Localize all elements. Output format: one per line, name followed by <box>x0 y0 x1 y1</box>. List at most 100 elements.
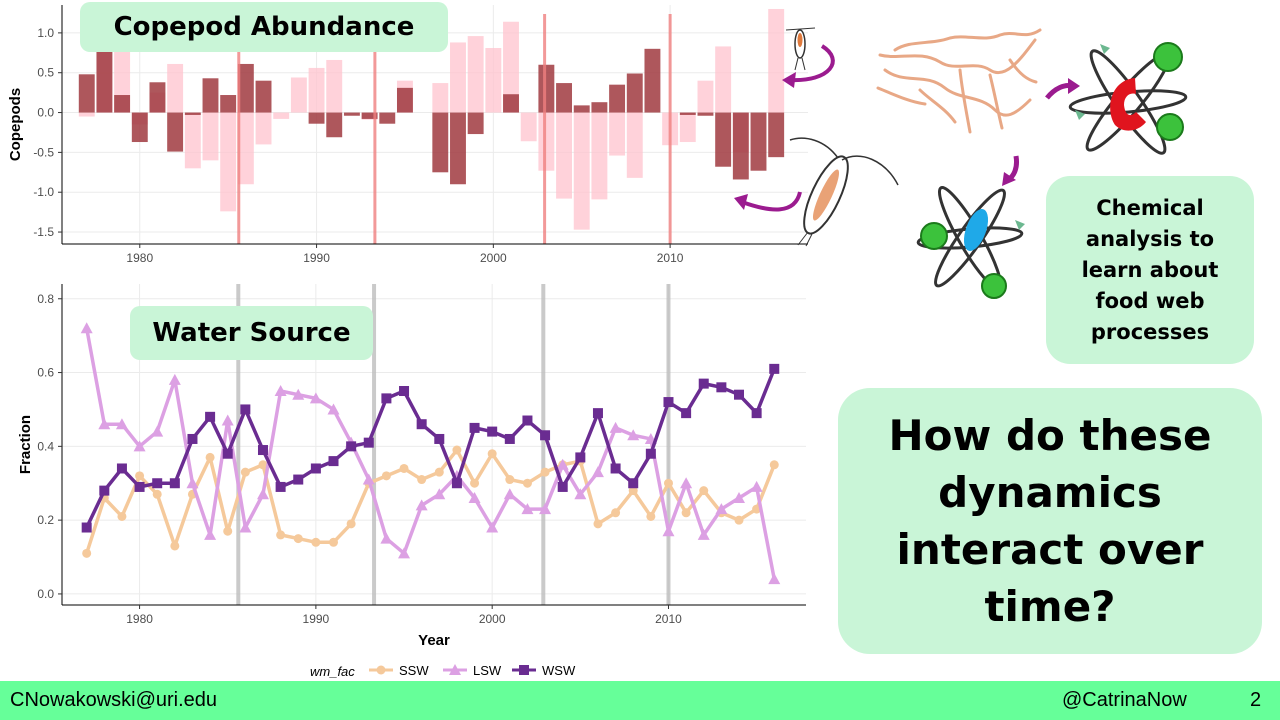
point-ssw <box>346 519 356 529</box>
point-lsw <box>486 521 499 533</box>
legend-label-lsw: LSW <box>473 663 502 678</box>
arrow-icon <box>1002 172 1016 186</box>
point-ssw <box>452 445 462 455</box>
point-wsw <box>346 441 357 452</box>
bar-light <box>326 59 343 113</box>
x-tick-label: 2010 <box>657 251 684 265</box>
point-ssw <box>681 508 691 518</box>
large-copepod-icon <box>789 137 899 247</box>
point-lsw <box>609 421 622 433</box>
point-wsw <box>240 404 251 415</box>
point-ssw <box>170 541 180 551</box>
legend-key-lsw <box>449 664 461 675</box>
bar-light <box>467 36 484 113</box>
bar-dark <box>78 74 95 113</box>
bar-dark <box>220 95 237 113</box>
point-wsw <box>416 419 427 430</box>
point-ssw <box>663 478 673 488</box>
bar-dark <box>626 73 643 113</box>
point-ssw <box>522 478 532 488</box>
x-tick-label: 1980 <box>126 251 153 265</box>
point-wsw <box>663 397 674 408</box>
point-lsw <box>309 392 322 404</box>
y-tick-label: 0.4 <box>37 439 54 453</box>
point-lsw <box>697 528 710 540</box>
point-lsw <box>151 425 164 437</box>
copepod-abundance-chart: -1.5 -1.0 -0.5 0.0 0.5 1.0 1980 1990 2000 2010 Cop… <box>7 5 808 265</box>
bar-light <box>503 21 519 113</box>
bar-dark <box>609 84 626 113</box>
legend-key-wsw <box>519 665 529 675</box>
point-wsw <box>522 415 533 426</box>
bar-dark <box>237 63 254 113</box>
bar-dark <box>167 112 184 152</box>
point-lsw <box>468 492 481 503</box>
point-wsw <box>716 382 727 393</box>
point-ssw <box>293 534 303 544</box>
point-wsw <box>681 408 692 419</box>
bar-light <box>768 8 785 113</box>
bar-light <box>237 112 254 185</box>
point-ssw <box>276 530 286 540</box>
point-lsw <box>503 488 516 500</box>
point-lsw <box>539 503 552 515</box>
point-lsw <box>733 492 746 503</box>
bar-light <box>450 42 466 113</box>
point-wsw <box>275 481 286 492</box>
point-ssw <box>152 489 162 499</box>
bar-light <box>202 112 219 161</box>
point-lsw <box>186 477 199 489</box>
point-lsw <box>380 532 393 544</box>
legend-label-ssw: SSW <box>399 663 429 678</box>
bar-dark <box>697 112 714 116</box>
point-ssw <box>593 519 603 529</box>
x-tick-label: 2000 <box>479 612 506 626</box>
bar-dark <box>450 112 466 185</box>
bar-light <box>556 112 573 199</box>
point-wsw <box>434 433 445 444</box>
arrow-icon <box>734 194 748 210</box>
bar-light <box>485 48 502 113</box>
point-ssw <box>734 515 744 525</box>
arrow-icon <box>789 44 835 83</box>
point-wsw <box>187 433 198 444</box>
x-tick-label: 1980 <box>126 612 153 626</box>
point-wsw <box>645 448 656 459</box>
bar-dark <box>131 112 148 143</box>
bar-dark <box>573 105 590 113</box>
point-wsw <box>557 481 568 492</box>
bar-dark <box>679 112 696 115</box>
legend-label-wsw: WSW <box>542 663 576 678</box>
point-lsw <box>221 414 234 426</box>
question-box: How do these dynamics interact over time… <box>838 388 1262 654</box>
bar-dark <box>114 95 131 113</box>
bar-dark <box>556 83 573 113</box>
point-lsw <box>750 480 763 492</box>
series-line-wsw <box>85 368 776 529</box>
bar-dark <box>96 51 113 113</box>
point-lsw <box>362 473 375 485</box>
point-wsw <box>487 426 498 437</box>
point-wsw <box>575 452 586 463</box>
point-ssw <box>135 471 145 481</box>
point-lsw <box>662 525 675 537</box>
point-wsw <box>152 478 163 489</box>
y-tick-label: 0.6 <box>37 366 54 380</box>
chemical-analysis-box: Chemical analysis to learn about food we… <box>1046 176 1254 364</box>
arrow-icon <box>741 191 802 212</box>
point-lsw <box>433 488 446 500</box>
point-ssw <box>505 475 515 485</box>
water-source-chart: 0.0 0.2 0.4 0.6 0.8 1980 1990 2000 2010 Fraction Y… <box>17 284 806 679</box>
bar-light <box>432 83 449 113</box>
y-axis-label: Copepods <box>7 88 24 161</box>
bar-dark <box>255 80 272 113</box>
bar-dark <box>202 78 219 113</box>
point-ssw <box>399 463 409 473</box>
bar-dark <box>591 102 608 113</box>
point-wsw <box>504 433 515 444</box>
point-ssw <box>699 486 709 496</box>
bar-light <box>715 46 732 113</box>
bar-light <box>679 112 696 143</box>
bar-dark <box>503 94 519 113</box>
point-lsw <box>115 418 128 430</box>
